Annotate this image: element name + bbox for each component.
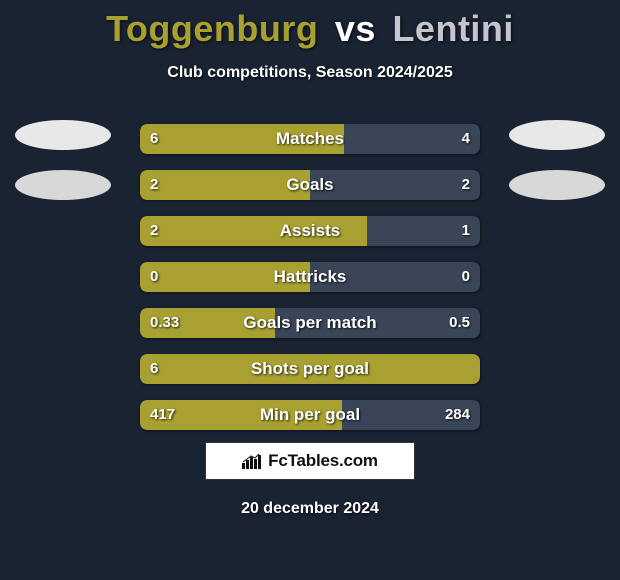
player1-logo-column <box>8 120 118 220</box>
stat-label: Hattricks <box>140 262 480 292</box>
stat-row: Goals2 2 <box>140 170 480 200</box>
stat-label: Shots per goal <box>140 354 480 384</box>
stat-row: Goals per match0.33 0.5 <box>140 308 480 338</box>
stat-value-left: 2 <box>150 170 158 200</box>
stat-value-left: 417 <box>150 400 175 430</box>
stat-value-right: 2 <box>462 170 470 200</box>
player2-name: Lentini <box>392 8 513 49</box>
stat-label: Goals per match <box>140 308 480 338</box>
stat-value-left: 2 <box>150 216 158 246</box>
date-label: 20 december 2024 <box>0 500 620 518</box>
player2-club-logo-1 <box>509 120 605 150</box>
stat-value-left: 0 <box>150 262 158 292</box>
attribution-text: FcTables.com <box>268 451 378 471</box>
stat-bars: Matches64Goals22Assists21Hattricks00Goal… <box>140 124 480 446</box>
player1-name: Toggenburg <box>106 8 318 49</box>
stat-label: Matches <box>140 124 480 154</box>
vs-separator: vs <box>335 8 376 49</box>
bar-chart-icon <box>242 453 262 469</box>
stat-label: Min per goal <box>140 400 480 430</box>
player2-logo-column <box>502 120 612 220</box>
player2-club-logo-2 <box>509 170 605 200</box>
stat-value-left: 6 <box>150 124 158 154</box>
stat-row: Assists2 1 <box>140 216 480 246</box>
stat-value-right: 0 <box>462 262 470 292</box>
stat-value-left: 6 <box>150 354 158 384</box>
stat-value-right: 284 <box>445 400 470 430</box>
stat-value-right: 0.5 <box>449 308 470 338</box>
stat-value-left: 0.33 <box>150 308 179 338</box>
stat-row: Matches6 4 <box>140 124 480 154</box>
player1-club-logo-1 <box>15 120 111 150</box>
stat-value-right: 1 <box>462 216 470 246</box>
comparison-title: Toggenburg vs Lentini <box>0 0 620 50</box>
stat-value-right: 4 <box>462 124 470 154</box>
stat-label: Assists <box>140 216 480 246</box>
stat-row: Hattricks0 0 <box>140 262 480 292</box>
player1-club-logo-2 <box>15 170 111 200</box>
subtitle: Club competitions, Season 2024/2025 <box>0 64 620 82</box>
attribution-badge: FcTables.com <box>205 442 415 480</box>
stat-row: Min per goal417 284 <box>140 400 480 430</box>
stat-row: Shots per goal6 <box>140 354 480 384</box>
stat-label: Goals <box>140 170 480 200</box>
